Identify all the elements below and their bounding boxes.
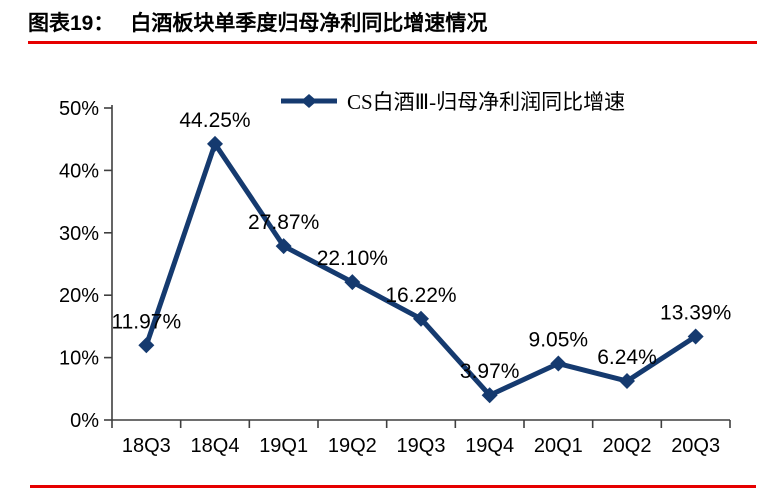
chart-header: 图表19： 白酒板块单季度归母净利同比增速情况 <box>28 7 755 37</box>
data-point-label: 6.24% <box>597 346 657 369</box>
data-point-marker <box>207 135 223 152</box>
data-point-label: 11.97% <box>111 310 181 333</box>
x-tick-label: 19Q3 <box>397 435 446 457</box>
y-tick-label: 30% <box>59 223 99 245</box>
x-tick-label: 20Q3 <box>671 435 720 457</box>
data-point-marker <box>138 337 155 354</box>
line-chart: 0% 10% 20% 30% 40% 50% 18Q3 18Q4 19Q1 19Q2 19Q3 19Q… <box>59 98 731 457</box>
bottom-rule <box>30 485 756 488</box>
data-point-marker <box>344 274 361 291</box>
title-underline <box>28 41 757 44</box>
data-point-marker <box>550 355 567 372</box>
x-tick-label: 20Q2 <box>603 435 652 457</box>
y-tick-label: 50% <box>59 98 99 120</box>
y-tick-label: 40% <box>59 160 99 182</box>
y-tick-label: 10% <box>59 348 99 370</box>
chart-legend: CS白酒Ⅲ-归母净利润同比增速 <box>280 86 625 116</box>
y-tick-label: 0% <box>70 410 99 432</box>
x-tick-label: 18Q3 <box>122 435 171 457</box>
data-point-label: 27.87% <box>248 211 319 234</box>
data-point-marker <box>687 328 704 345</box>
legend-line-marker-icon <box>281 94 337 108</box>
data-point-marker <box>413 310 429 327</box>
x-tick-label: 19Q2 <box>328 435 377 457</box>
data-point-label: 22.10% <box>317 247 388 270</box>
data-point-label: 9.05% <box>529 329 589 352</box>
x-tick-label: 20Q1 <box>534 435 583 457</box>
data-point-label: 13.39% <box>660 301 731 324</box>
chart-number-label: 图表19： <box>28 12 115 35</box>
x-tick-label: 19Q4 <box>465 435 514 457</box>
data-point-marker <box>481 387 498 404</box>
data-point-label: 44.25% <box>179 109 250 132</box>
x-tick-label: 18Q4 <box>191 435 240 457</box>
x-tick-label: 19Q1 <box>259 435 308 457</box>
data-point-marker <box>619 373 635 390</box>
data-point-label: 16.22% <box>385 284 456 307</box>
page-title: 白酒板块单季度归母净利同比增速情况 <box>130 12 488 35</box>
legend-label: CS白酒Ⅲ-归母净利润同比增速 <box>347 90 626 114</box>
y-tick-label: 20% <box>59 285 99 307</box>
data-point-label: 3.97% <box>460 360 520 383</box>
data-point-marker <box>275 238 292 255</box>
